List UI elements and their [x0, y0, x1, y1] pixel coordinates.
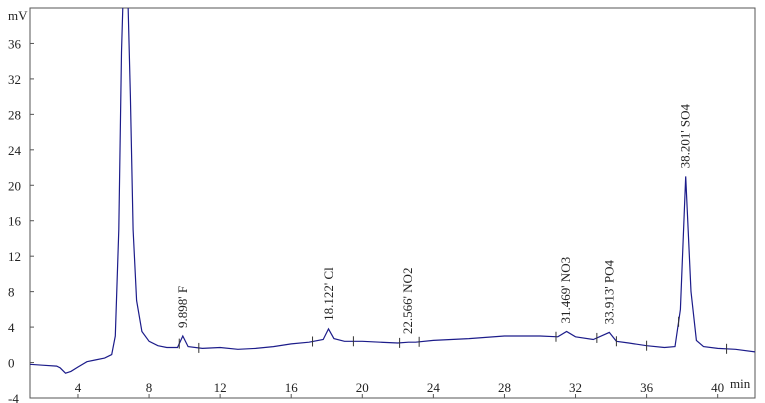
y-tick-label: 32 — [8, 72, 21, 87]
y-tick-label: -4 — [8, 391, 19, 403]
x-tick-label: 40 — [711, 380, 724, 395]
y-tick-label: 28 — [8, 107, 21, 122]
y-tick-label: 36 — [8, 36, 22, 51]
y-tick-label: 4 — [8, 320, 15, 335]
x-tick-label: 8 — [146, 380, 153, 395]
peak-label: 33.913' PO4 — [602, 259, 617, 324]
x-tick-label: 28 — [498, 380, 511, 395]
y-tick-label: 0 — [8, 356, 15, 371]
peak-label: 18.122' Cl — [321, 267, 336, 321]
y-tick-label: 16 — [8, 214, 22, 229]
x-tick-label: 24 — [427, 380, 441, 395]
plot-area — [30, 8, 755, 374]
y-tick-label: 8 — [8, 285, 15, 300]
y-tick-label: 12 — [8, 249, 21, 264]
y-tick-label: 20 — [8, 178, 21, 193]
x-tick-label: 16 — [285, 380, 299, 395]
y-axis-label: mV — [8, 8, 28, 23]
x-tick-label: 20 — [356, 380, 369, 395]
x-tick-label: 4 — [75, 380, 82, 395]
x-tick-label: 36 — [640, 380, 654, 395]
peak-label: 22.566' NO2 — [400, 268, 415, 335]
x-tick-label: 12 — [214, 380, 227, 395]
chromatogram-line — [30, 8, 755, 374]
peak-label: 9.898' F — [175, 286, 190, 328]
x-axis-label: min — [730, 376, 751, 391]
y-tick-label: 24 — [8, 143, 22, 158]
peak-label: 38.201' SO4 — [678, 103, 693, 168]
peak-label: 31.469' NO3 — [558, 257, 573, 324]
x-tick-label: 32 — [569, 380, 582, 395]
plot-frame — [29, 7, 756, 399]
